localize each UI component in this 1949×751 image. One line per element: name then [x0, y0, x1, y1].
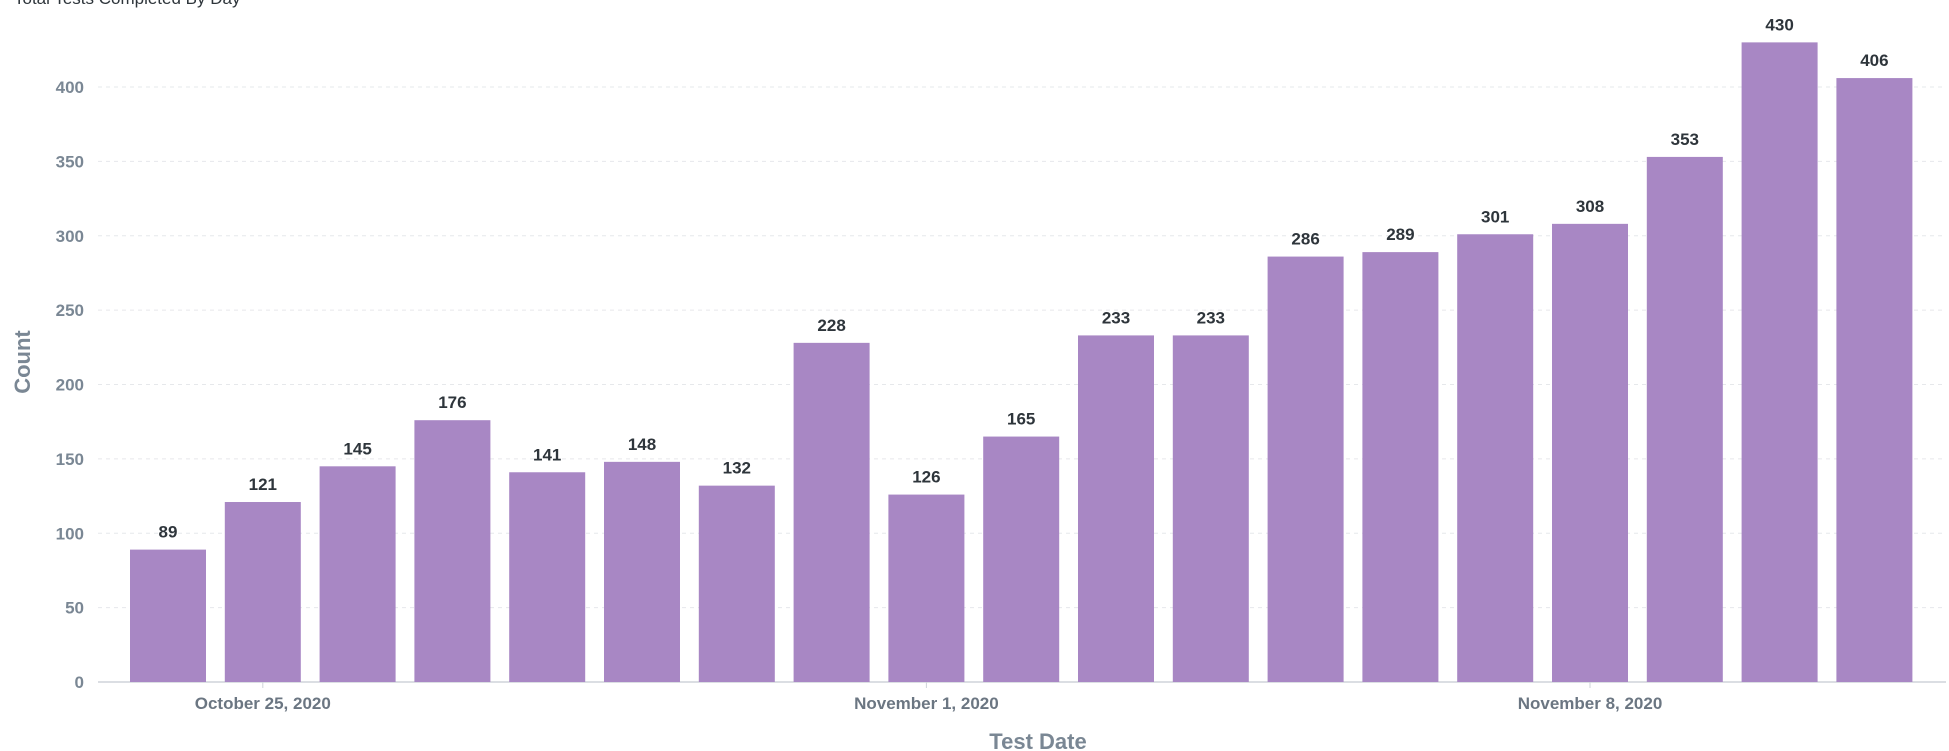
x-tick-label: November 1, 2020 [854, 694, 999, 713]
bar-value-label: 233 [1197, 308, 1225, 327]
bar-value-label: 286 [1291, 230, 1319, 249]
y-tick-label: 250 [56, 301, 84, 320]
y-tick-label: 350 [56, 152, 84, 171]
bar[interactable] [888, 494, 965, 682]
y-tick-label: 100 [56, 524, 84, 543]
bar[interactable] [793, 342, 870, 682]
x-axis: October 25, 2020 November 1, 2020 November… [195, 682, 1663, 713]
y-axis: 0 50 100 150 200 250 300 350 400 [56, 78, 84, 692]
bar[interactable] [1078, 335, 1154, 682]
bar[interactable] [509, 472, 586, 682]
y-tick-label: 400 [56, 78, 84, 97]
bar-value-label: 430 [1765, 15, 1793, 34]
y-tick-label: 0 [75, 673, 84, 692]
bar-value-label: 145 [343, 439, 371, 458]
bars [130, 42, 1913, 683]
bar-value-label: 126 [912, 468, 940, 487]
bar[interactable] [319, 466, 396, 682]
bar[interactable] [604, 461, 680, 682]
y-tick-label: 150 [56, 450, 84, 469]
bar[interactable] [1836, 78, 1913, 682]
bar-value-label: 228 [817, 316, 845, 335]
data-labels: 89 121 145 176 141 148 132 228 126 165 233 233 286 28… [159, 15, 1889, 541]
bar[interactable] [414, 420, 491, 682]
bar-value-label: 233 [1102, 308, 1130, 327]
y-tick-label: 200 [56, 376, 84, 395]
y-tick-label: 50 [65, 599, 84, 618]
bar[interactable] [1457, 234, 1534, 682]
bar-value-label: 141 [533, 445, 561, 464]
x-axis-title: Test Date [989, 729, 1086, 751]
bar[interactable] [1741, 42, 1818, 682]
bar-value-label: 308 [1576, 197, 1604, 216]
bar-value-label: 132 [723, 459, 751, 478]
x-tick-label: November 8, 2020 [1518, 694, 1663, 713]
y-tick-label: 300 [56, 227, 84, 246]
bar[interactable] [698, 485, 775, 682]
bar-value-label: 353 [1671, 130, 1699, 149]
bar-value-label: 176 [438, 393, 466, 412]
bar-value-label: 406 [1860, 51, 1888, 70]
bar[interactable] [1267, 256, 1344, 682]
bar[interactable] [1172, 335, 1249, 682]
bar[interactable] [1646, 156, 1723, 683]
bar-value-label: 165 [1007, 410, 1035, 429]
bar-value-label: 89 [159, 523, 178, 542]
bar-value-label: 301 [1481, 207, 1509, 226]
bar-value-label: 289 [1386, 225, 1414, 244]
bar[interactable] [130, 549, 206, 682]
bar[interactable] [983, 436, 1060, 682]
bar-value-label: 148 [628, 435, 656, 454]
y-axis-title: Count [10, 330, 35, 394]
bar[interactable] [224, 502, 301, 682]
bar[interactable] [1362, 252, 1439, 683]
bar[interactable] [1552, 223, 1628, 682]
bar-value-label: 121 [249, 475, 277, 494]
chart-title: Total Tests Completed By Day [14, 0, 240, 9]
x-tick-label: October 25, 2020 [195, 694, 331, 713]
